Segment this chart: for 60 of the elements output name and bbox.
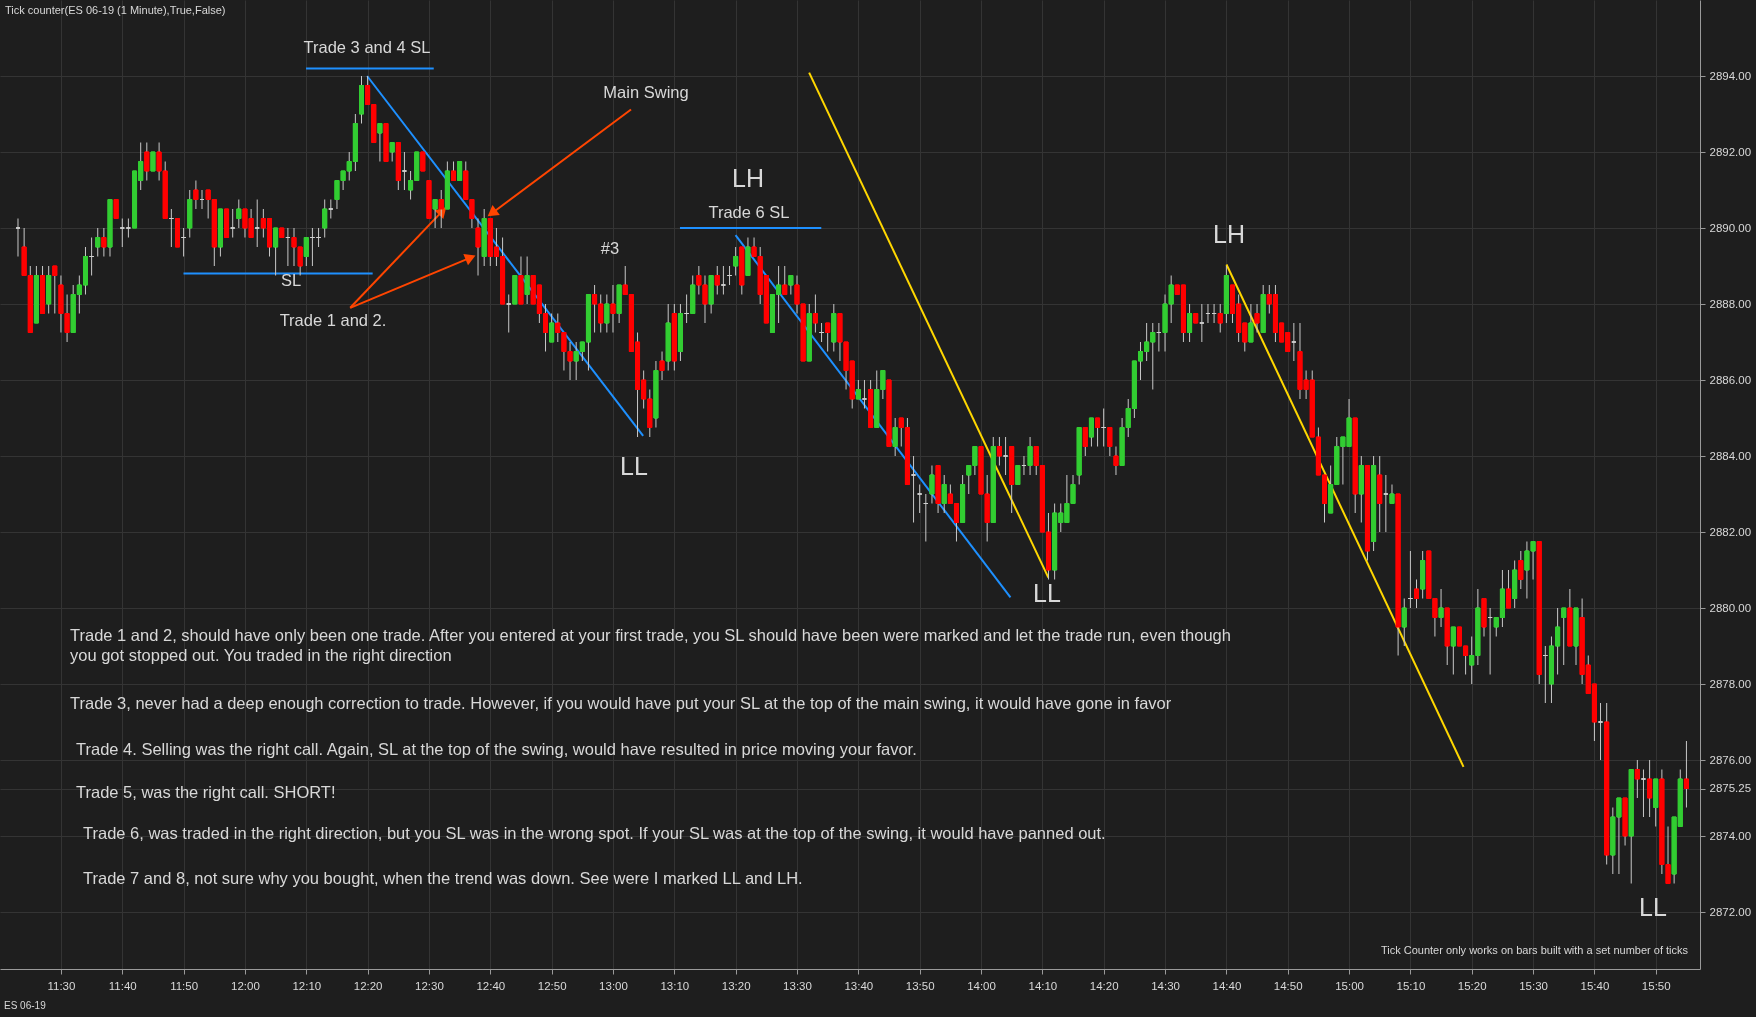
y-tick-label: 2892.00 bbox=[1709, 145, 1752, 158]
annotation: LH bbox=[1213, 220, 1245, 248]
x-tick-label: 12:50 bbox=[537, 979, 567, 992]
y-tick-label: 2882.00 bbox=[1709, 525, 1752, 538]
annotation: Trade 4. Selling was the right call. Again, SL at the top of the swing, would have resulted in price moving your favor. bbox=[76, 740, 917, 758]
x-tick-label: 15:10 bbox=[1396, 979, 1426, 992]
x-tick-label: 13:20 bbox=[721, 979, 751, 992]
annotation: SL bbox=[280, 271, 302, 289]
x-tick-label: 11:30 bbox=[47, 979, 76, 992]
x-tick-label: 13:30 bbox=[783, 979, 812, 992]
x-tick-label: 15:30 bbox=[1519, 979, 1548, 992]
y-tick-label: 2878.00 bbox=[1709, 677, 1752, 690]
annotation: LL bbox=[1033, 579, 1061, 607]
x-tick-label: 15:50 bbox=[1641, 979, 1671, 992]
x-tick-label: 13:10 bbox=[660, 979, 690, 992]
annotation: Trade 6, was traded in the right direction, but you SL was in the wrong spot. If your SL was at the top of the swing, it would have panned out. bbox=[83, 824, 1106, 842]
x-tick-label: 14:10 bbox=[1028, 979, 1058, 992]
y-tick-label: 2886.00 bbox=[1709, 373, 1752, 386]
y-tick-label: 2874.00 bbox=[1709, 829, 1752, 842]
annotation: Trade 1 and 2, should have only been one trade. After you entered at your first trade, you SL should have been were marked and let the trade run, even though you got stopped out. You traded in the right direction bbox=[70, 626, 1231, 664]
annotation: Trade 1 and 2. bbox=[279, 311, 387, 329]
x-tick-label: 12:00 bbox=[231, 979, 260, 992]
x-tick-label: 12:40 bbox=[476, 979, 506, 992]
y-tick-label: 2872.00 bbox=[1709, 905, 1752, 918]
annotation: Trade 6 SL bbox=[708, 203, 790, 221]
annotation: #3 bbox=[600, 239, 620, 257]
y-tick-label: 2875.25 bbox=[1709, 782, 1752, 794]
x-tick-label: 14:50 bbox=[1273, 979, 1303, 992]
x-tick-label: 11:40 bbox=[108, 979, 137, 992]
x-tick-label: 12:20 bbox=[353, 979, 383, 992]
y-tick-label: 2894.00 bbox=[1709, 69, 1752, 82]
y-tick-label: 2880.00 bbox=[1709, 601, 1752, 614]
annotation: LH bbox=[732, 164, 764, 192]
y-tick-label: 2890.00 bbox=[1709, 221, 1752, 234]
x-tick-label: 13:40 bbox=[844, 979, 874, 992]
x-tick-label: 13:00 bbox=[599, 979, 628, 992]
x-tick-label: 12:10 bbox=[292, 979, 322, 992]
x-tick-label: 15:00 bbox=[1335, 979, 1364, 992]
y-tick-label: 2884.00 bbox=[1709, 449, 1752, 462]
annotation: Trade 3, never had a deep enough correction to trade. However, if you would have put your SL at the top of the main swing, it would have gone in favor bbox=[70, 694, 1172, 712]
annotation: LL bbox=[1639, 893, 1667, 921]
y-tick-label: 2876.00 bbox=[1709, 753, 1752, 766]
x-tick-label: 15:40 bbox=[1580, 979, 1610, 992]
annotation: Trade 3 and 4 SL bbox=[303, 38, 431, 56]
annotation: LL bbox=[620, 452, 648, 480]
text: ES 06-19 bbox=[4, 1000, 47, 1011]
x-tick-label: 14:00 bbox=[967, 979, 996, 992]
x-tick-label: 14:30 bbox=[1151, 979, 1180, 992]
annotation: Trade 5, was the right call. SHORT! bbox=[76, 783, 336, 801]
annotation: Tick Counter only works on bars built with a set number of ticks bbox=[1380, 944, 1689, 956]
x-tick-label: 13:50 bbox=[905, 979, 935, 992]
y-tick-label: 2888.00 bbox=[1709, 297, 1752, 310]
x-tick-label: 11:50 bbox=[170, 979, 199, 992]
x-tick-label: 14:20 bbox=[1089, 979, 1119, 992]
annotation: Main Swing bbox=[603, 83, 689, 101]
x-tick-label: 14:40 bbox=[1212, 979, 1242, 992]
chart-title: Tick counter(ES 06-19 (1 Minute),True,False) bbox=[5, 4, 226, 16]
x-tick-label: 15:20 bbox=[1457, 979, 1487, 992]
x-tick-label: 12:30 bbox=[415, 979, 444, 992]
annotation: Trade 7 and 8, not sure why you bought, when the trend was down. See were I marked LL and LH. bbox=[83, 869, 803, 887]
